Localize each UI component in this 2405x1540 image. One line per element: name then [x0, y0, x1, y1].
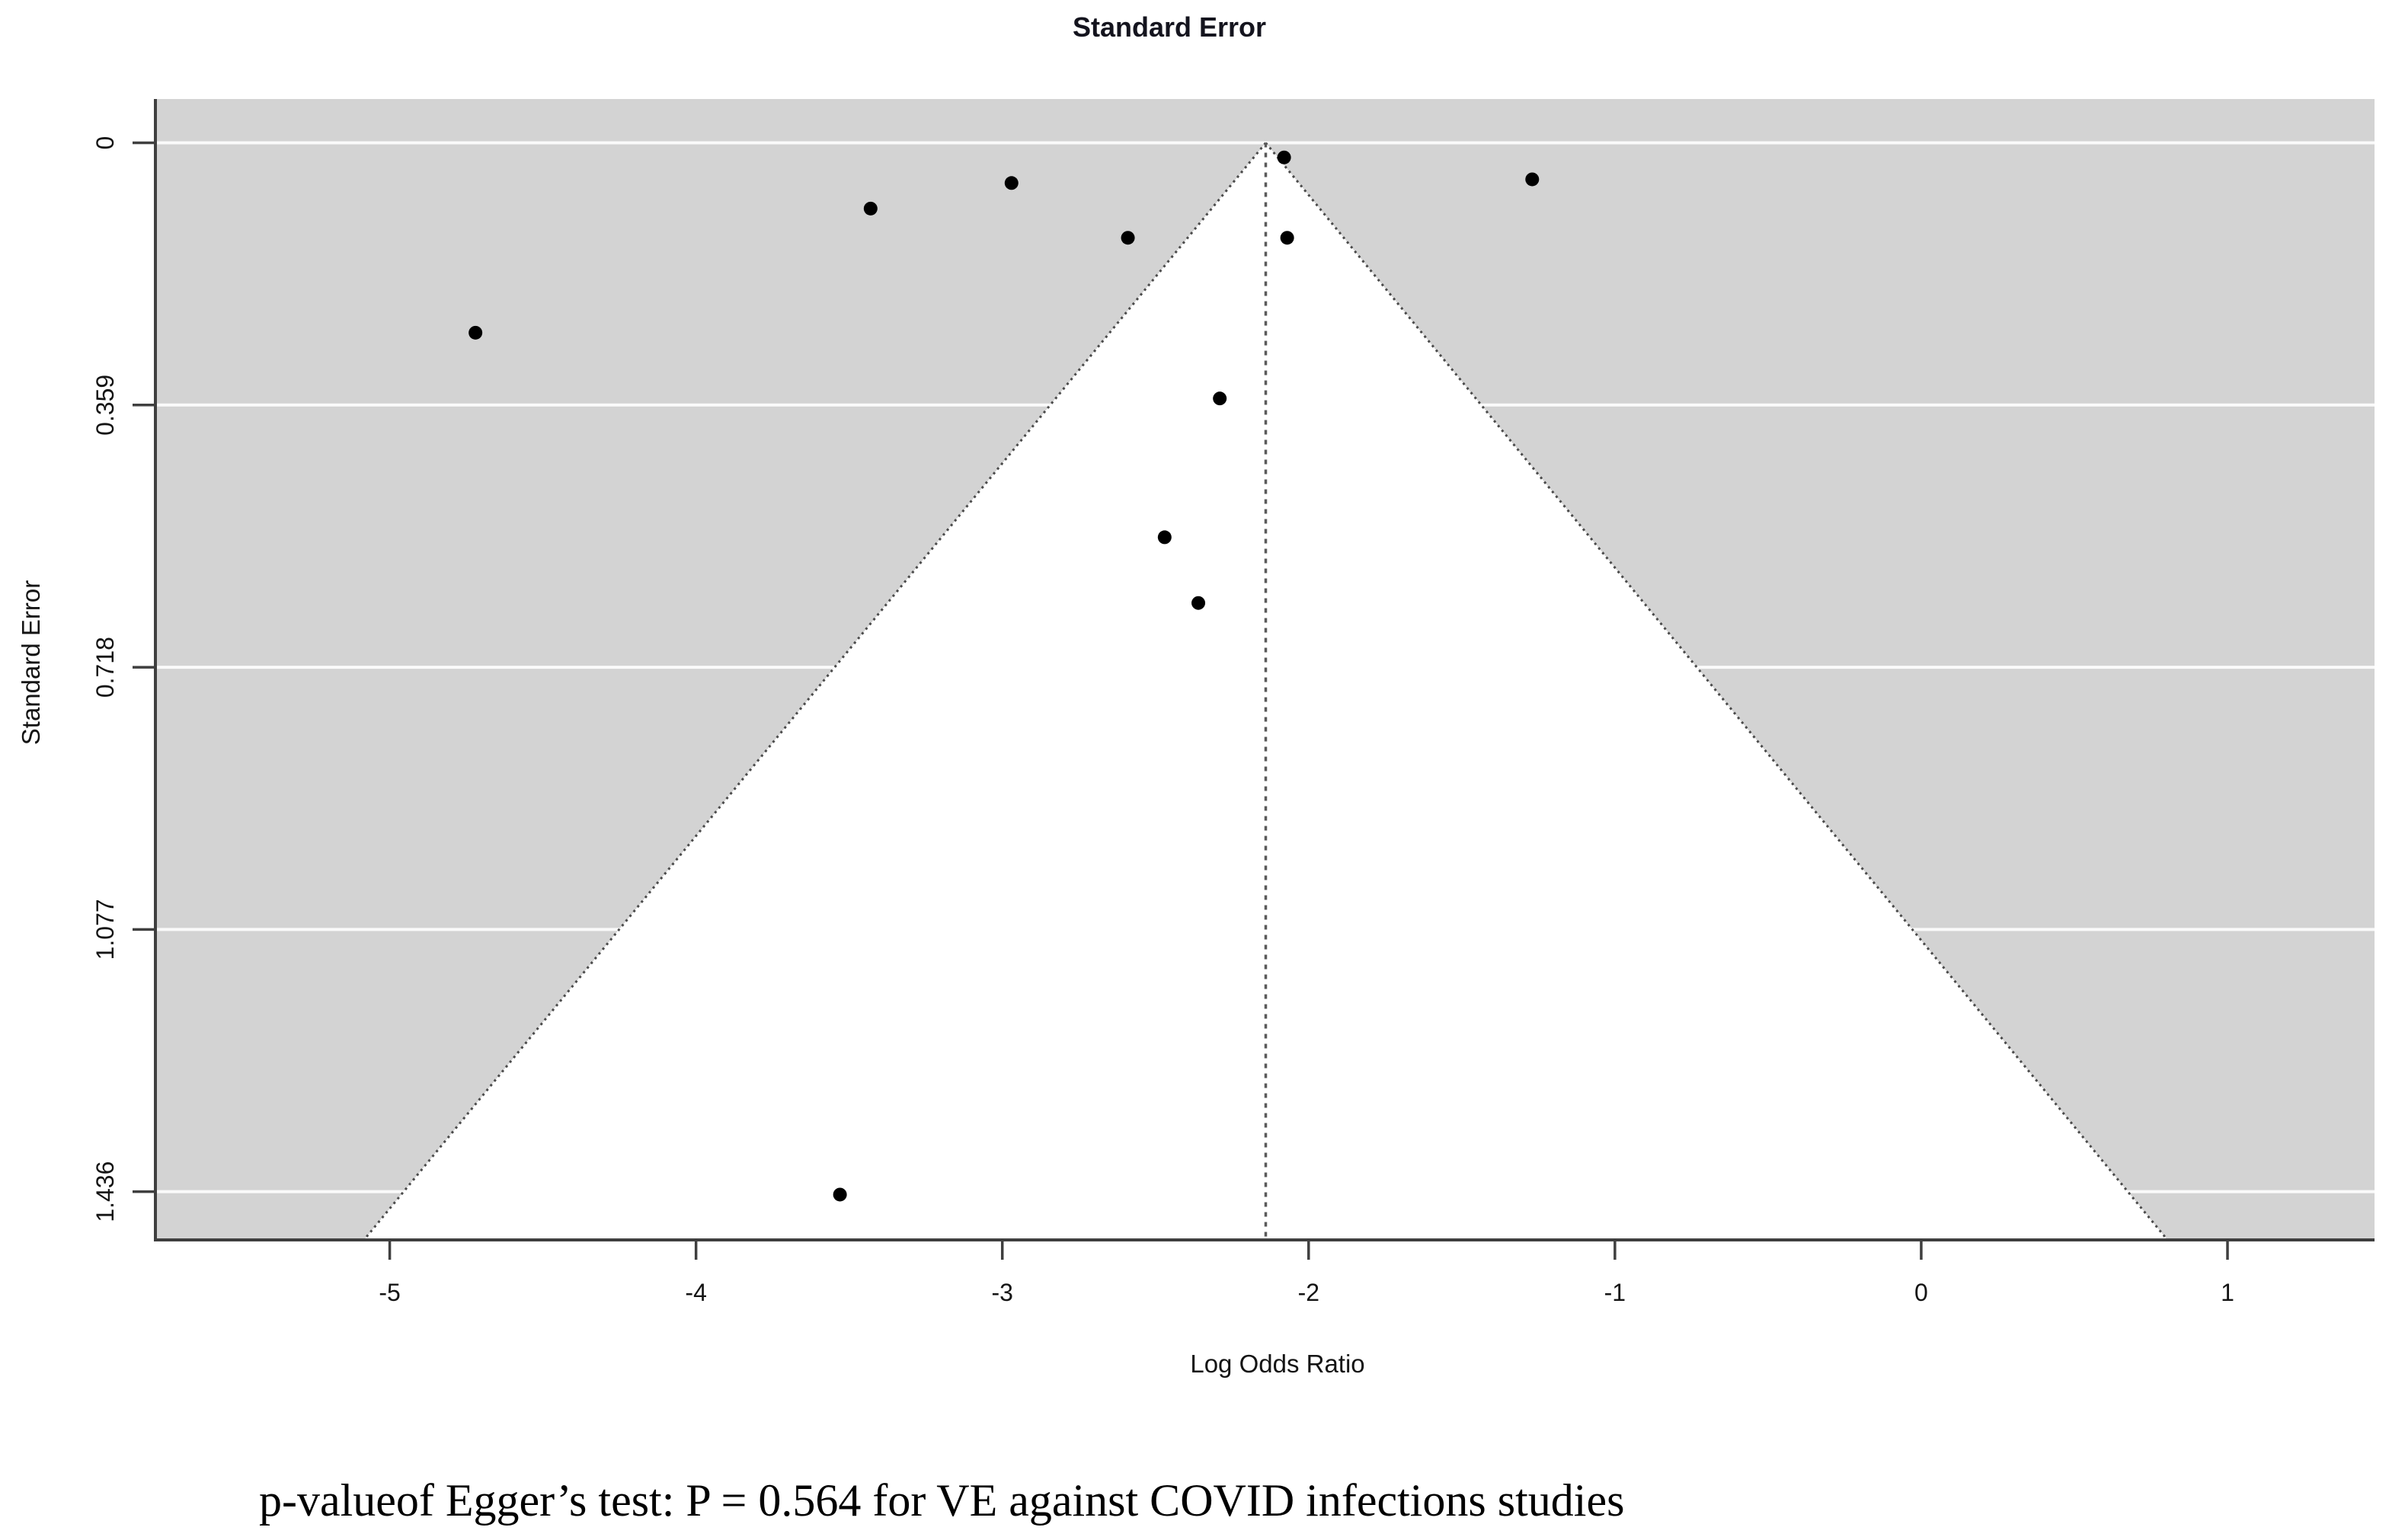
- data-point: [1121, 231, 1135, 245]
- data-point: [1525, 172, 1540, 187]
- data-point: [1157, 530, 1172, 545]
- x-tick-label: -5: [379, 1279, 400, 1306]
- x-tick-label: 1: [2221, 1279, 2234, 1306]
- egger-test-caption: p-valueof Egger’s test: P = 0.564 for VE…: [259, 1475, 1624, 1526]
- x-tick-label: 0: [1914, 1279, 1928, 1306]
- funnel-edge-right: [1265, 142, 2167, 1239]
- data-point: [1191, 596, 1206, 610]
- plot-area: 0 0.359 0.718 1.077 1.436 -5 -4 -3 -2 -1 0 1: [91, 99, 2375, 1306]
- data-point: [469, 325, 483, 340]
- data-point: [1277, 150, 1291, 165]
- y-tick-label: 1.077: [91, 899, 119, 960]
- y-axis-title: Standard Error: [17, 580, 45, 745]
- x-tick-label: -3: [991, 1279, 1012, 1306]
- chart-title: Standard Error: [1073, 11, 1266, 43]
- y-tick-label: 0.718: [91, 637, 119, 698]
- y-tick-label: 1.436: [91, 1161, 119, 1222]
- funnel-edge-left: [364, 142, 1267, 1239]
- y-tick-label: 0.359: [91, 375, 119, 436]
- data-point: [833, 1187, 847, 1202]
- y-tick-label: 0: [91, 136, 119, 150]
- x-axis-title: Log Odds Ratio: [1190, 1350, 1364, 1378]
- data-point: [1004, 176, 1019, 190]
- data-point: [863, 201, 878, 216]
- data-point: [1280, 231, 1294, 245]
- x-tick-label: -4: [685, 1279, 706, 1306]
- x-tick-label: -2: [1298, 1279, 1319, 1306]
- data-point: [1213, 391, 1227, 406]
- x-tick-label: -1: [1604, 1279, 1626, 1306]
